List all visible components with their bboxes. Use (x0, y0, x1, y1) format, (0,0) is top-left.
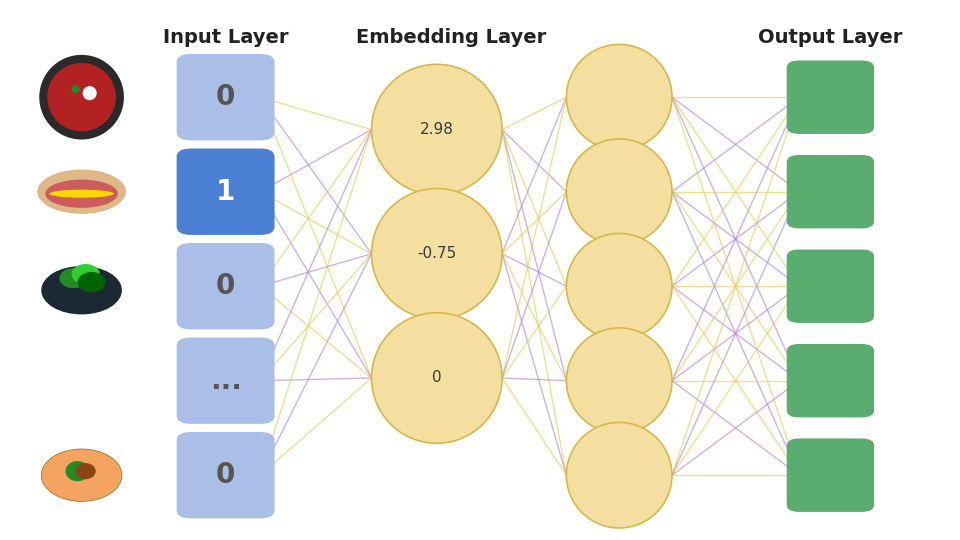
Ellipse shape (76, 463, 96, 479)
Text: 0: 0 (216, 83, 235, 111)
FancyBboxPatch shape (787, 344, 874, 417)
FancyBboxPatch shape (177, 338, 275, 424)
Text: 0: 0 (216, 272, 235, 300)
Ellipse shape (37, 170, 126, 214)
FancyBboxPatch shape (787, 438, 874, 512)
FancyBboxPatch shape (177, 243, 275, 329)
FancyBboxPatch shape (177, 54, 275, 140)
Ellipse shape (72, 85, 80, 93)
Text: Output Layer: Output Layer (758, 28, 902, 48)
Ellipse shape (372, 64, 502, 195)
Ellipse shape (372, 313, 502, 443)
Ellipse shape (72, 264, 100, 284)
FancyBboxPatch shape (787, 60, 874, 134)
Text: 2.98: 2.98 (420, 122, 454, 137)
Ellipse shape (566, 139, 672, 245)
Text: 0: 0 (432, 370, 442, 386)
Text: Input Layer: Input Layer (163, 28, 288, 48)
Ellipse shape (566, 328, 672, 434)
Ellipse shape (566, 233, 672, 339)
Text: ...: ... (209, 367, 242, 395)
Ellipse shape (566, 422, 672, 528)
Text: -0.75: -0.75 (418, 246, 456, 261)
Ellipse shape (47, 63, 116, 131)
Text: Embedding Layer: Embedding Layer (356, 28, 546, 48)
FancyBboxPatch shape (177, 148, 275, 235)
Ellipse shape (41, 266, 122, 314)
Ellipse shape (566, 44, 672, 150)
Ellipse shape (83, 86, 97, 100)
Text: 0: 0 (216, 461, 235, 489)
Text: 1: 1 (216, 178, 235, 206)
Ellipse shape (65, 461, 89, 481)
FancyBboxPatch shape (787, 249, 874, 323)
FancyBboxPatch shape (177, 432, 275, 518)
FancyBboxPatch shape (787, 155, 874, 228)
Ellipse shape (39, 55, 124, 139)
Ellipse shape (78, 272, 106, 292)
Ellipse shape (41, 449, 122, 502)
Ellipse shape (45, 180, 118, 208)
Ellipse shape (60, 268, 87, 288)
Ellipse shape (372, 188, 502, 319)
Ellipse shape (49, 190, 114, 198)
